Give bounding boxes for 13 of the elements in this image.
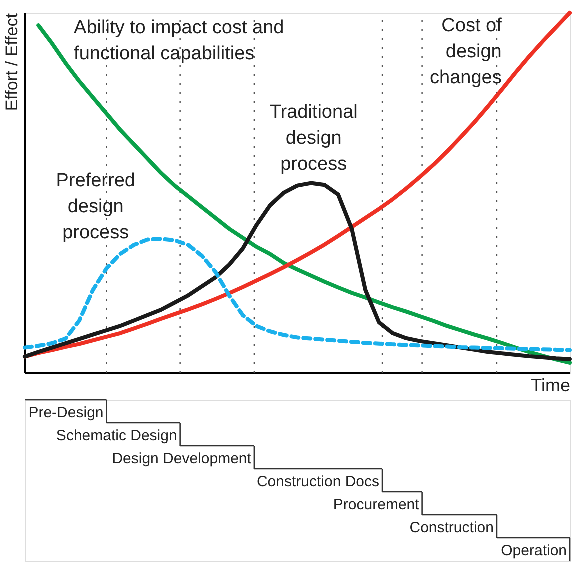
x-axis-title: Time	[531, 376, 570, 396]
y-axis-title: Effort / Effect	[2, 13, 22, 112]
series-label: Cost of design changes	[430, 16, 503, 89]
series-label: Ability to impact cost and functional capabilities	[74, 17, 284, 64]
text: Procurement	[333, 496, 420, 514]
series-label: Preferred design process	[56, 170, 136, 244]
text: Schematic Design	[56, 428, 178, 445]
text: Operation	[501, 542, 567, 560]
text: Pre-Design	[28, 404, 104, 422]
text: Construction Docs	[256, 474, 380, 491]
series-label: Traditional design process	[270, 102, 358, 175]
text: Construction	[410, 520, 494, 537]
text: Design Development	[112, 450, 252, 468]
